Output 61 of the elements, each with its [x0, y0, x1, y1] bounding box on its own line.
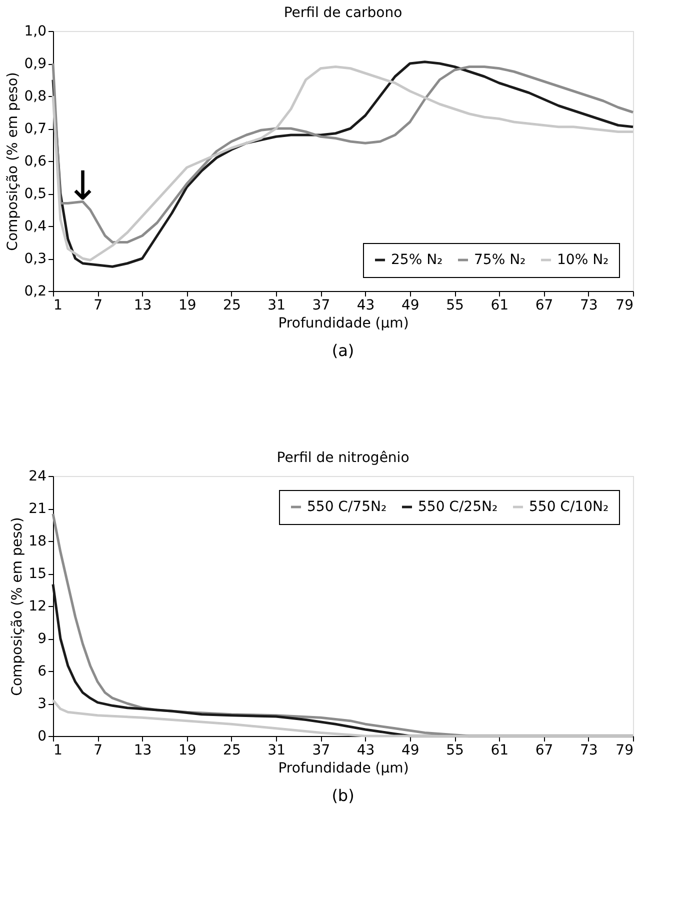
x-tick-label: 19: [178, 298, 196, 314]
x-tick-label: 49: [402, 742, 420, 758]
y-axis-title: Composição (% em peso): [10, 517, 26, 696]
y-tick-label: 24: [28, 468, 47, 484]
x-tick-label: 49: [402, 298, 420, 314]
x-tick-label: 7: [94, 742, 103, 758]
x-tick-label: 61: [490, 742, 509, 758]
x-tick-label: 67: [535, 742, 554, 758]
chart-title: Perfil de carbono: [284, 5, 402, 21]
x-tick-label: 43: [356, 742, 375, 758]
x-tick-label: 79: [616, 298, 634, 314]
text: (a): [332, 341, 354, 360]
y-tick-label: 1,0: [24, 24, 46, 40]
chart-title: Perfil de nitrogênio: [276, 450, 410, 466]
x-tick-label: 19: [178, 742, 196, 758]
y-tick-label: 0,8: [24, 88, 46, 104]
text: (b): [332, 786, 354, 805]
y-tick-label: 0,2: [24, 284, 46, 300]
y-tick-label: 0,9: [24, 56, 46, 72]
y-tick-label: 3: [38, 696, 46, 712]
legend-label: 10% N₂: [557, 252, 609, 268]
y-tick-label: 12: [28, 598, 46, 614]
legend-label: 550 C/10N₂: [529, 499, 609, 515]
legend-label: 550 C/25N₂: [418, 499, 498, 515]
y-tick-label: 0,7: [24, 121, 46, 137]
x-tick-label: 25: [223, 742, 241, 758]
legend-label: 75% N₂: [474, 252, 526, 268]
x-tick-label: 43: [356, 298, 375, 314]
x-axis-title: Profundidade (μm): [278, 316, 409, 332]
y-tick-label: 0: [38, 728, 46, 744]
x-tick-label: 1: [54, 742, 62, 758]
y-tick-label: 6: [38, 664, 47, 680]
legend-label: 25% N₂: [391, 252, 443, 268]
x-tick-label: 25: [223, 298, 241, 314]
y-tick-label: 18: [28, 534, 46, 550]
y-tick-label: 0,4: [24, 218, 47, 234]
x-tick-label: 67: [535, 298, 554, 314]
y-tick-label: 21: [28, 501, 46, 517]
y-tick-label: 9: [38, 631, 46, 647]
y-tick-label: 0,3: [24, 251, 46, 267]
x-tick-label: 79: [616, 742, 634, 758]
y-tick-label: 0,5: [24, 186, 46, 202]
x-tick-label: 13: [134, 742, 152, 758]
y-tick-label: 0,6: [24, 154, 47, 170]
x-tick-label: 73: [580, 742, 598, 758]
x-tick-label: 37: [312, 298, 330, 314]
y-axis-title: Composição (% em peso): [5, 72, 22, 251]
annotation: ↓: [66, 164, 100, 210]
x-tick-label: 55: [446, 298, 464, 314]
x-tick-label: 1: [54, 298, 62, 314]
y-tick-label: 15: [28, 566, 46, 582]
x-axis-title: Profundidade (μm): [278, 760, 409, 776]
x-tick-label: 7: [94, 298, 103, 314]
x-tick-label: 13: [134, 298, 152, 314]
x-tick-label: 37: [312, 742, 330, 758]
x-tick-label: 61: [490, 298, 509, 314]
x-tick-label: 31: [268, 298, 286, 314]
x-tick-label: 73: [580, 298, 598, 314]
x-tick-label: 55: [446, 742, 464, 758]
x-tick-label: 31: [268, 742, 286, 758]
legend-label: 550 C/75N₂: [307, 499, 387, 515]
